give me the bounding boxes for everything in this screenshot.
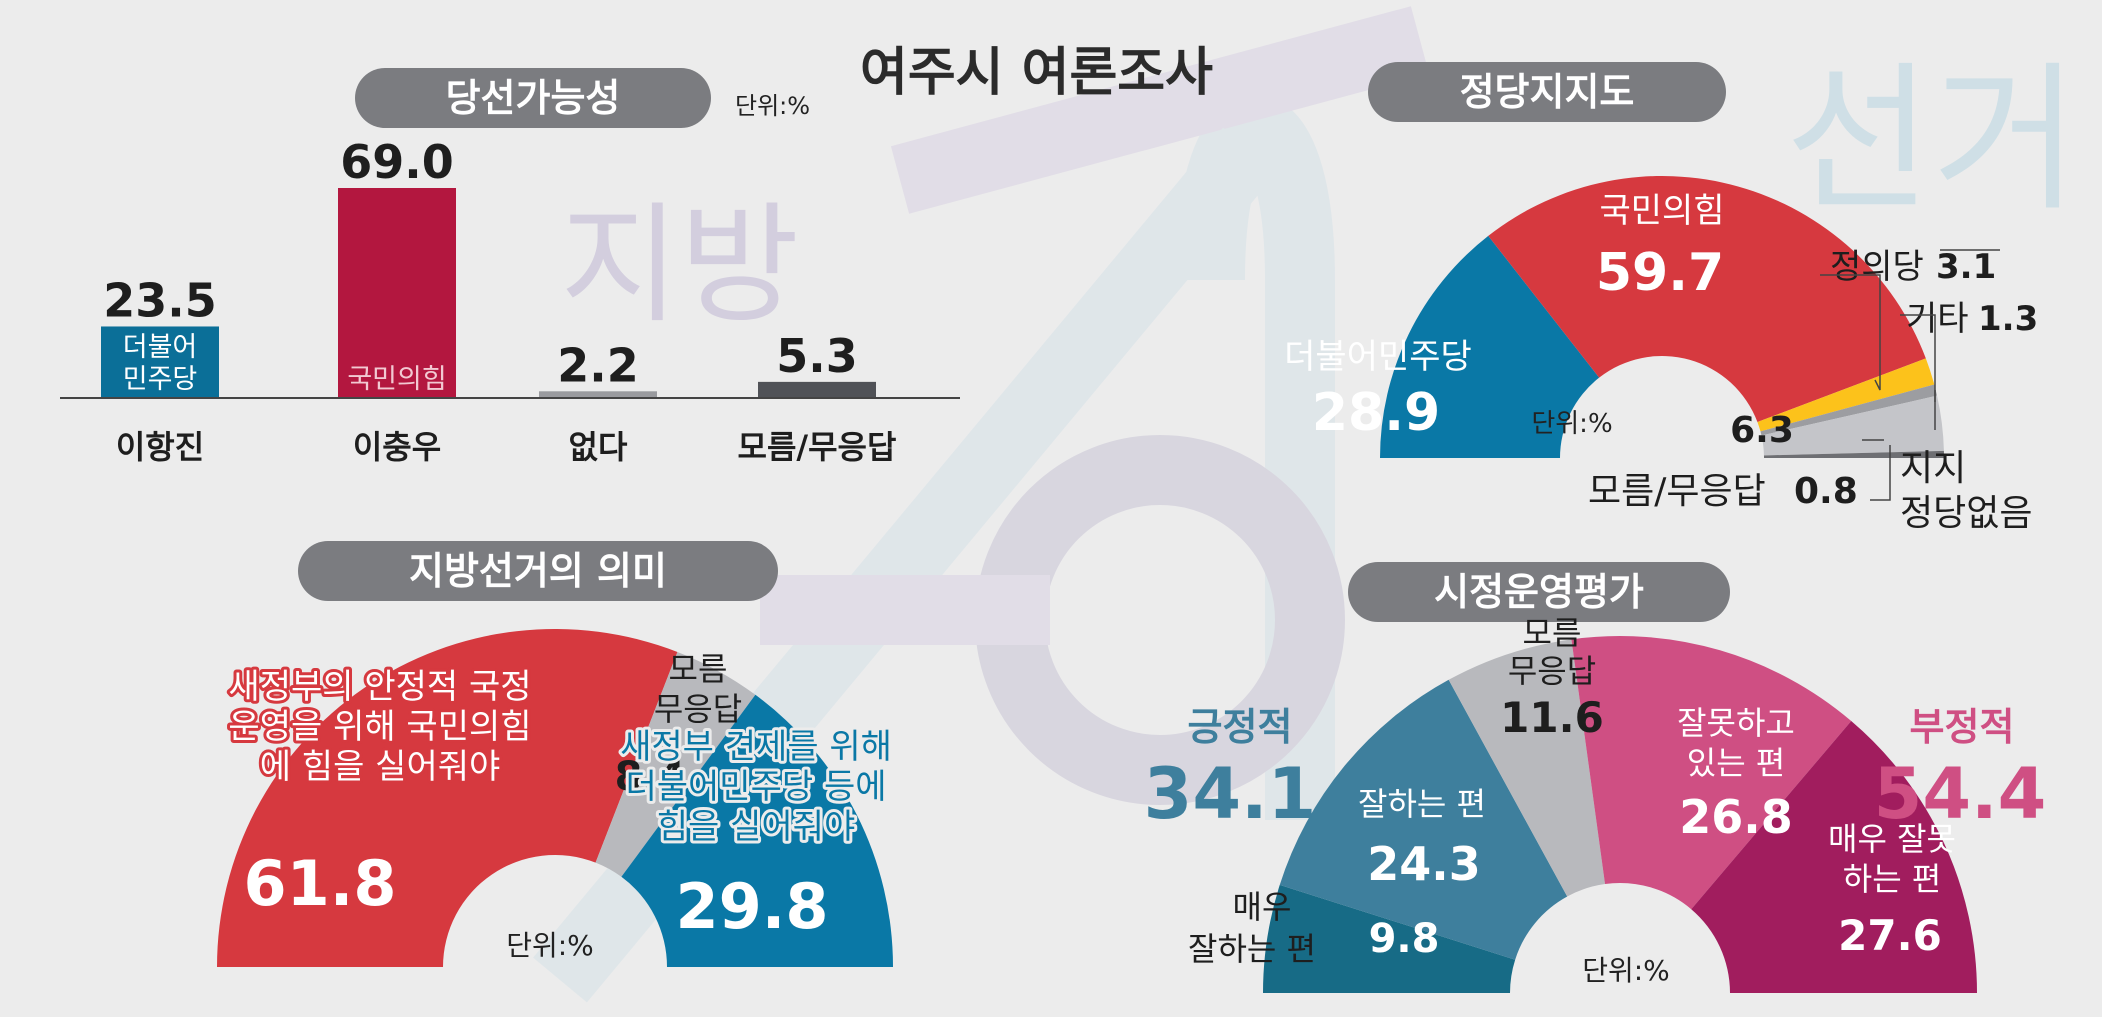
- meaning-blue-label: 더불어민주당 등에: [625, 767, 886, 807]
- admin-negative-value: 54.4: [1874, 753, 2047, 835]
- admin-positive-label: 긍정적: [1188, 705, 1293, 749]
- meaning-blue-label: 새정부 견제를 위해: [620, 727, 892, 767]
- meaning-gray-label: 모름: [669, 650, 728, 688]
- party-slice-2: [1488, 175, 1926, 422]
- bar-chart-title: 당선가능성: [355, 68, 711, 128]
- party-slice-4: [1760, 384, 1938, 436]
- party-unit: 단위:%: [1531, 409, 1612, 439]
- party-value-unknown: 0.8: [1794, 471, 1858, 512]
- admin-very-good-label: 잘하는 편: [1188, 930, 1316, 968]
- bar-value-label: 23.5: [103, 273, 217, 327]
- admin-bad-label: 잘못하고: [1677, 704, 1795, 742]
- party-leader-line: [1870, 445, 1891, 501]
- admin-chart-title: 시정운영평가: [1348, 562, 1730, 622]
- meaning-gray-label: 무응답: [654, 690, 742, 728]
- watermark-left: 지방: [560, 189, 800, 341]
- party-label-dem: 더불어민주당: [1284, 337, 1472, 377]
- party-leader-line: [1900, 314, 1936, 402]
- party-chart: 더불어민주당 28.9 국민의힘 59.7 단위:% 정의당 3.1 기타 1.3 6.3 지지정당…: [1284, 175, 2038, 534]
- admin-slice-3: [1448, 639, 1606, 897]
- watermark-right: 선거: [1785, 46, 2080, 233]
- bar-4: [758, 381, 876, 398]
- admin-positive-value: 34.1: [1144, 753, 1317, 835]
- party-value-dem: 28.9: [1312, 383, 1440, 443]
- admin-value-good: 24.3: [1367, 837, 1481, 891]
- admin-very-good-label: 매우: [1233, 888, 1292, 926]
- party-value-justice: 3.1: [1936, 247, 1996, 287]
- bar-3: [539, 391, 657, 398]
- party-slice-3: [1757, 358, 1935, 432]
- party-slice-1: [1380, 235, 1600, 458]
- meaning-blue-label: 힘을 실어줘야: [657, 807, 856, 847]
- bar-1: [101, 326, 219, 398]
- bar-chart: 23.5 이항진 더불어민주당 69.0 이충우 국민의힘 2.2 없다 5.3 모름/무응답: [60, 135, 960, 466]
- meaning-red-label: 새정부의 안정적 국정: [228, 667, 531, 707]
- party-label-none-1: 지지: [1900, 448, 1966, 489]
- bar-value-label: 2.2: [557, 338, 639, 392]
- admin-value-bad: 26.8: [1679, 790, 1793, 844]
- admin-slice-5: [1691, 721, 1977, 993]
- party-chart-title: 정당지지도: [1368, 62, 1726, 122]
- admin-value-very-bad: 27.6: [1838, 911, 1942, 960]
- admin-slice-4: [1571, 636, 1852, 910]
- admin-unknown-label: 무응답: [1508, 652, 1596, 690]
- admin-negative-label: 부정적: [1910, 705, 2015, 749]
- bar-value-label: 69.0: [340, 135, 454, 189]
- meaning-slice-3: [621, 694, 893, 967]
- party-label-justice: 정의당: [1830, 247, 1924, 287]
- admin-very-bad-label: 매우 잘못: [1828, 820, 1956, 858]
- party-label-none-2: 정당없음: [1900, 493, 2032, 534]
- party-slice-5: [1761, 395, 1944, 456]
- bar-value-label: 5.3: [776, 329, 858, 383]
- party-leader-line: [1820, 274, 1881, 391]
- admin-slice-2: [1279, 679, 1568, 960]
- bar-category-label: 이항진: [116, 428, 204, 466]
- meaning-red-label: 운영을 위해 국민의힘: [228, 707, 531, 747]
- bar-inner-label: 더불어: [123, 332, 198, 363]
- party-slice-6: [1763, 450, 1944, 458]
- admin-bad-label: 있는 편: [1687, 744, 1786, 782]
- meaning-slice-1: [217, 628, 678, 967]
- admin-very-bad-label: 하는 편: [1843, 860, 1942, 898]
- meaning-value-blue: 29.8: [676, 870, 829, 943]
- party-value-etc: 1.3: [1978, 299, 2038, 339]
- bar-chart-unit: 단위:%: [735, 92, 811, 120]
- party-label-unknown: 모름/무응답: [1588, 471, 1766, 512]
- bar-inner-label: 국민의힘: [347, 364, 446, 395]
- page-title: 여주시 여론조사: [860, 43, 1213, 103]
- admin-value-very-good: 9.8: [1369, 916, 1440, 962]
- bar-inner-label: 민주당: [123, 364, 198, 395]
- party-value-ppp: 59.7: [1596, 243, 1724, 303]
- party-label-etc: 기타: [1906, 299, 1969, 339]
- admin-unknown-label: 모름: [1523, 614, 1582, 652]
- admin-unit: 단위:%: [1582, 954, 1670, 987]
- meaning-red-label: 에 힘을 실어줘야: [260, 747, 501, 787]
- meaning-value-gray: 8.4: [615, 754, 686, 800]
- party-label-ppp: 국민의힘: [1599, 191, 1724, 231]
- bar-category-label: 모름/무응답: [738, 428, 897, 466]
- meaning-unit: 단위:%: [506, 929, 594, 962]
- party-value-none: 6.3: [1730, 410, 1794, 451]
- bar-category-label: 없다: [569, 428, 628, 466]
- admin-value-unknown: 11.6: [1500, 693, 1604, 742]
- watermark-stroke-2: [890, 6, 1430, 214]
- bar-2: [338, 188, 456, 398]
- meaning-value-red: 61.8: [244, 847, 397, 920]
- bar-category-label: 이충우: [353, 428, 441, 466]
- meaning-slice-2: [595, 651, 756, 877]
- admin-slice-1: [1263, 884, 1516, 993]
- admin-good-label: 잘하는 편: [1358, 785, 1486, 823]
- meaning-chart-title: 지방선거의 의미: [298, 541, 778, 601]
